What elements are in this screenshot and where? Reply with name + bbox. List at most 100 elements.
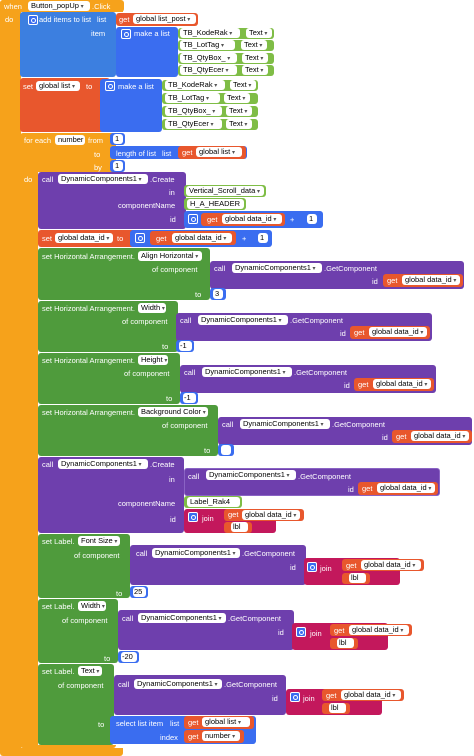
number-variable[interactable]: number (55, 135, 85, 145)
data-id-dropdown[interactable]: global data_id (373, 379, 431, 389)
to-label: to (204, 446, 211, 455)
dynamic-components-dropdown[interactable]: DynamicComponents1 (138, 613, 226, 623)
data-id-dropdown[interactable]: global data_id (361, 560, 421, 570)
dynamic-components-dropdown[interactable]: DynamicComponents1 (58, 459, 148, 469)
data-id-dropdown[interactable]: global data_id (402, 275, 460, 285)
label-rak4-text[interactable]: Label_Rak4 (187, 497, 240, 507)
align-horizontal-dropdown[interactable]: Align Horizontal (138, 251, 202, 261)
call-label: call (122, 614, 134, 623)
text-prop-dropdown[interactable]: Text (242, 53, 268, 63)
lbl-text[interactable]: lbl (329, 703, 346, 713)
data-id-dropdown[interactable]: global data_id (222, 214, 282, 224)
tb-lottag-dropdown[interactable]: TB_LotTag (165, 93, 220, 103)
font-size-value[interactable]: 25 (133, 587, 146, 597)
gear-icon[interactable] (135, 233, 145, 243)
dynamic-components-dropdown[interactable]: DynamicComponents1 (240, 419, 330, 429)
text-prop-dropdown[interactable]: Text (226, 119, 252, 129)
for-each-label: for each (24, 136, 52, 145)
dynamic-components-dropdown[interactable]: DynamicComponents1 (206, 470, 296, 480)
get-label: get (354, 328, 365, 337)
data-id-dropdown[interactable]: global data_id (55, 233, 113, 243)
of-component-label: of component (152, 265, 198, 274)
by-label: by (94, 163, 102, 172)
h-a-header-text[interactable]: H_A_HEADER (187, 199, 244, 209)
id-label: id (170, 215, 176, 224)
text-prop-dropdown[interactable]: Text (230, 80, 256, 90)
get-component-method: .GetComponent (228, 614, 281, 623)
gear-icon[interactable] (28, 15, 38, 25)
global-list-dropdown[interactable]: global list (202, 717, 250, 727)
lbl-text[interactable]: lbl (349, 573, 366, 583)
tb-qtybox-dropdown[interactable]: TB_QtyBox_ (180, 53, 237, 63)
align-value[interactable]: 3 (213, 289, 223, 299)
tb-qtybox-dropdown[interactable]: TB_QtyBox_ (165, 106, 222, 116)
text-prop-dropdown[interactable]: Text (226, 106, 252, 116)
dynamic-components-dropdown[interactable]: DynamicComponents1 (134, 679, 222, 689)
component-name-label: componentName (118, 201, 176, 210)
width-prop-dropdown[interactable]: Width (78, 601, 106, 611)
get-label: get (119, 15, 130, 24)
from-value[interactable]: 1 (113, 134, 123, 144)
global-list-dropdown[interactable]: global list (36, 81, 80, 91)
dynamic-components-dropdown[interactable]: DynamicComponents1 (232, 263, 322, 273)
make-list-label: make a list (118, 82, 154, 91)
text-prop-dropdown[interactable]: Text (246, 28, 272, 38)
text-prop-dropdown[interactable]: Text (242, 65, 268, 75)
text-prop-dropdown[interactable]: Text (78, 666, 102, 676)
text-prop-dropdown[interactable]: Text (224, 93, 250, 103)
data-id-dropdown[interactable]: global data_id (242, 510, 300, 520)
to-label: to (104, 654, 111, 663)
background-color-dropdown[interactable]: Background Color (138, 407, 208, 417)
height-value[interactable]: -1 (183, 393, 196, 403)
lbl-text[interactable]: lbl (231, 522, 248, 532)
number-dropdown[interactable]: number (202, 731, 240, 741)
list-post-dropdown[interactable]: global list_post (133, 14, 196, 24)
gear-icon[interactable] (188, 214, 198, 224)
call-label: call (188, 472, 200, 481)
tb-qtyecer-dropdown[interactable]: TB_QtyEcer (165, 119, 222, 129)
width-value[interactable]: -20 (121, 652, 137, 662)
get-component-method: .GetComponent (332, 420, 385, 429)
id-label: id (170, 515, 176, 524)
tb-qtyecer-dropdown[interactable]: TB_QtyEcer (180, 65, 237, 75)
one-value[interactable]: 1 (258, 233, 268, 243)
component-dropdown[interactable]: Button_popUp (28, 1, 90, 11)
get-component-method: .GetComponent (224, 680, 277, 689)
data-id-dropdown[interactable]: global data_id (377, 483, 435, 493)
tb-koderak-dropdown[interactable]: TB_KodeRak (165, 80, 225, 90)
data-id-dropdown[interactable]: global data_id (341, 690, 401, 700)
gear-icon[interactable] (188, 512, 198, 522)
gear-icon[interactable] (296, 627, 306, 637)
one-value[interactable]: 1 (307, 214, 317, 224)
tb-lottag-dropdown[interactable]: TB_LotTag (180, 40, 235, 50)
dynamic-components-dropdown[interactable]: DynamicComponents1 (58, 174, 148, 184)
text-prop-dropdown[interactable]: Text (241, 40, 267, 50)
height-prop-dropdown[interactable]: Height (138, 355, 168, 365)
dynamic-components-dropdown[interactable]: DynamicComponents1 (202, 367, 292, 377)
global-list-dropdown[interactable]: global list (196, 147, 242, 157)
plus-label: + (242, 234, 247, 243)
data-id-dropdown[interactable]: global data_id (172, 233, 232, 243)
dynamic-components-dropdown[interactable]: DynamicComponents1 (198, 315, 288, 325)
get-component-method: .GetComponent (242, 549, 295, 558)
join-label: join (320, 564, 332, 573)
gear-icon[interactable] (105, 81, 115, 91)
dynamic-components-dropdown[interactable]: DynamicComponents1 (152, 548, 240, 558)
width-value[interactable]: -1 (179, 341, 192, 351)
data-id-dropdown[interactable]: global data_id (349, 625, 409, 635)
tb-koderak-dropdown[interactable]: TB_KodeRak (180, 28, 240, 38)
vertical-scroll-dropdown[interactable]: Vertical_Scroll_data (186, 186, 264, 196)
gear-icon[interactable] (290, 692, 300, 702)
dynamic-create-label-block[interactable] (38, 457, 184, 533)
lbl-text[interactable]: lbl (337, 638, 354, 648)
gear-icon[interactable] (307, 562, 317, 572)
data-id-dropdown[interactable]: global data_id (411, 431, 469, 441)
get-label: get (326, 691, 337, 700)
set-label-text-block[interactable] (38, 664, 114, 745)
gear-icon[interactable] (121, 29, 131, 39)
color-swatch[interactable] (221, 445, 231, 455)
font-size-dropdown[interactable]: Font Size (78, 536, 120, 546)
data-id-dropdown[interactable]: global data_id (369, 327, 427, 337)
by-value[interactable]: 1 (113, 161, 123, 171)
width-prop-dropdown[interactable]: Width (138, 303, 166, 313)
